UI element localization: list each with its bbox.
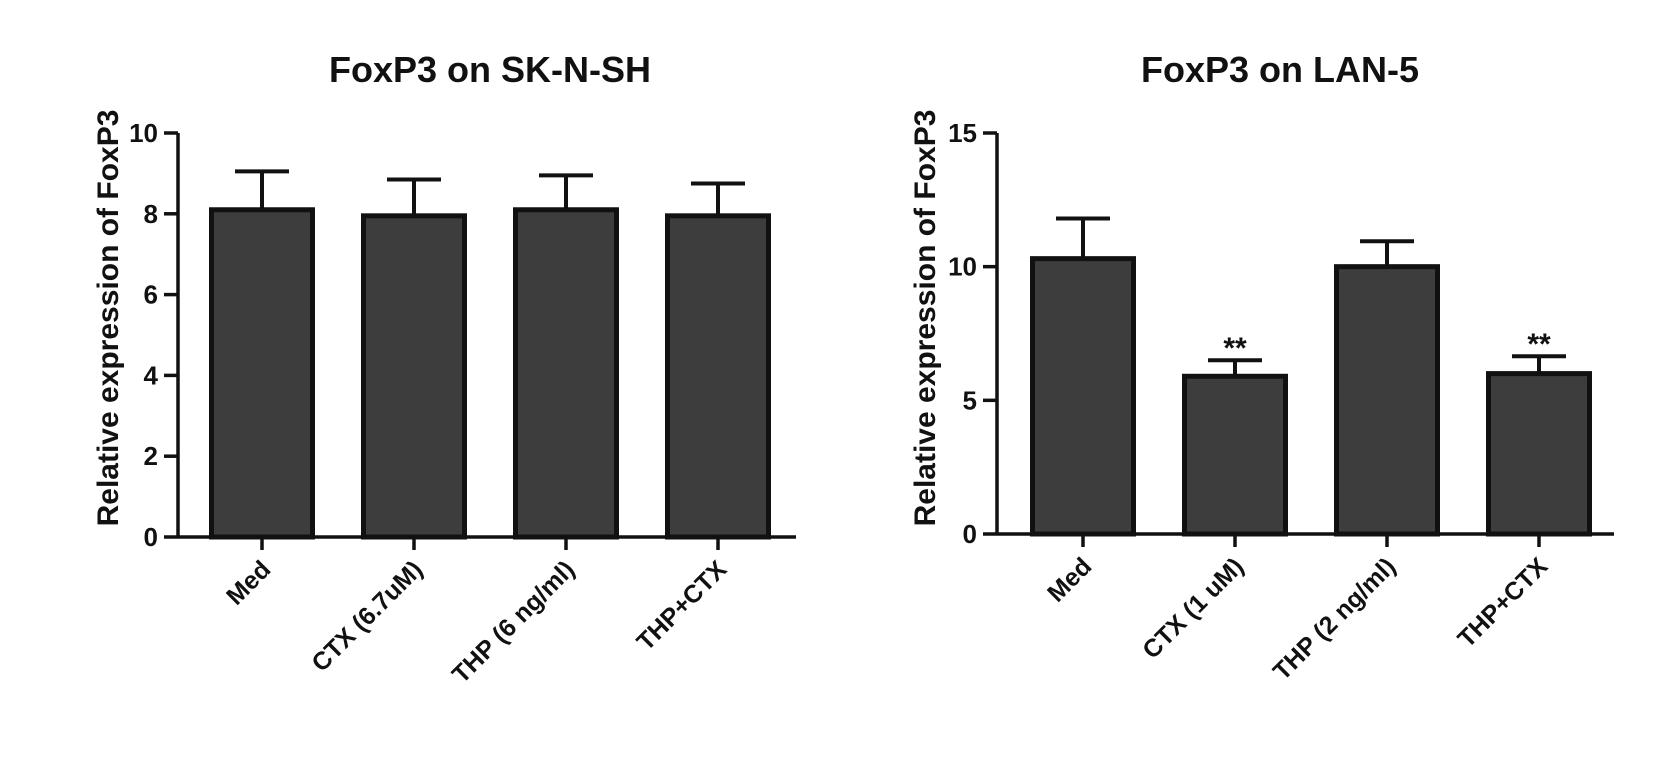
chart-title: FoxP3 on SK-N-SH bbox=[329, 49, 651, 90]
y-tick-label: 6 bbox=[144, 280, 158, 310]
y-tick-label: 0 bbox=[144, 522, 158, 552]
y-tick-label: 10 bbox=[948, 252, 977, 282]
bar bbox=[1486, 371, 1592, 537]
y-tick-label: 4 bbox=[144, 360, 159, 390]
y-tick-label: 0 bbox=[963, 519, 977, 549]
significance-marker: ** bbox=[1527, 328, 1551, 361]
chart-sk-n-sh: FoxP3 on SK-N-SH Relative expression of … bbox=[92, 49, 796, 689]
bars bbox=[209, 207, 771, 540]
bar bbox=[1334, 264, 1440, 537]
error-bars bbox=[235, 169, 745, 216]
chart-title: FoxP3 on LAN-5 bbox=[1141, 49, 1419, 90]
y-axis: 0 2 4 6 8 10 bbox=[129, 118, 180, 552]
y-axis: 0 5 10 15 bbox=[948, 118, 999, 549]
bar bbox=[513, 207, 619, 540]
bar bbox=[1182, 373, 1288, 537]
y-tick-label: 8 bbox=[144, 199, 158, 229]
bars bbox=[1030, 256, 1592, 537]
y-axis-label: Relative expression of FoxP3 bbox=[909, 110, 942, 527]
bar bbox=[209, 207, 315, 540]
error-bars bbox=[1056, 216, 1566, 377]
significance-marker: ** bbox=[1223, 332, 1247, 365]
y-tick-label: 2 bbox=[144, 441, 158, 471]
y-tick-label: 15 bbox=[948, 118, 977, 148]
y-axis-label: Relative expression of FoxP3 bbox=[92, 110, 125, 527]
significance-markers: ** ** bbox=[1223, 328, 1551, 365]
bar bbox=[665, 213, 771, 540]
bar bbox=[1030, 256, 1136, 537]
y-tick-label: 5 bbox=[963, 385, 977, 415]
bar bbox=[361, 213, 467, 540]
y-tick-label: 10 bbox=[129, 118, 158, 148]
